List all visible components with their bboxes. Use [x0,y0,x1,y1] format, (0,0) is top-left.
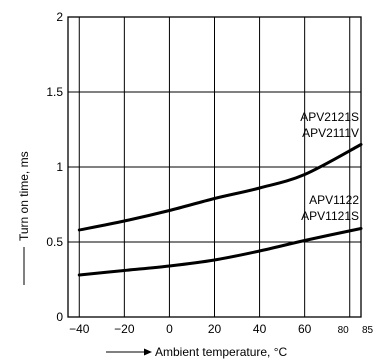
series-line-2 [77,227,363,277]
x-tick-label: 60 [298,322,312,336]
x-tick-label: 85 [362,325,374,336]
x-axis-label-group: Ambient temperature, °C [106,345,288,359]
series-line-1 [77,143,363,232]
x-tick-label: 80 [338,325,350,336]
y-axis-label: Turn on time, ms [17,151,31,241]
y-axis-label-group: Turn on time, ms [17,151,31,285]
x-tick-label: −40 [69,322,90,336]
plot-frame [67,16,362,318]
x-tick-label: −20 [114,322,135,336]
tick-labels: −40 −20 0 20 40 60 80 85 0 0.5 1 1.5 2 [46,10,373,336]
y-tick-label: 0.5 [46,235,63,249]
y-tick-label: 2 [56,10,63,24]
x-tick-label: 0 [166,322,173,336]
series-label-1: APV2121S [300,110,359,124]
series-labels: APV2121S APV2111V APV1122 APV1121S [300,110,359,223]
x-tick-label: 40 [253,322,267,336]
series-label-2: APV1122 [309,193,359,207]
series-label-1: APV2111V [302,126,359,140]
y-tick-label: 1 [56,160,63,174]
y-tick-label: 1.5 [46,85,63,99]
series-label-2: APV1121S [301,209,359,223]
x-axis-label: Ambient temperature, °C [155,345,288,359]
grid [68,17,361,317]
x-axis-arrow-head [144,348,152,356]
series-group [77,143,363,277]
y-tick-label: 0 [56,310,63,324]
x-tick-label: 20 [208,322,222,336]
